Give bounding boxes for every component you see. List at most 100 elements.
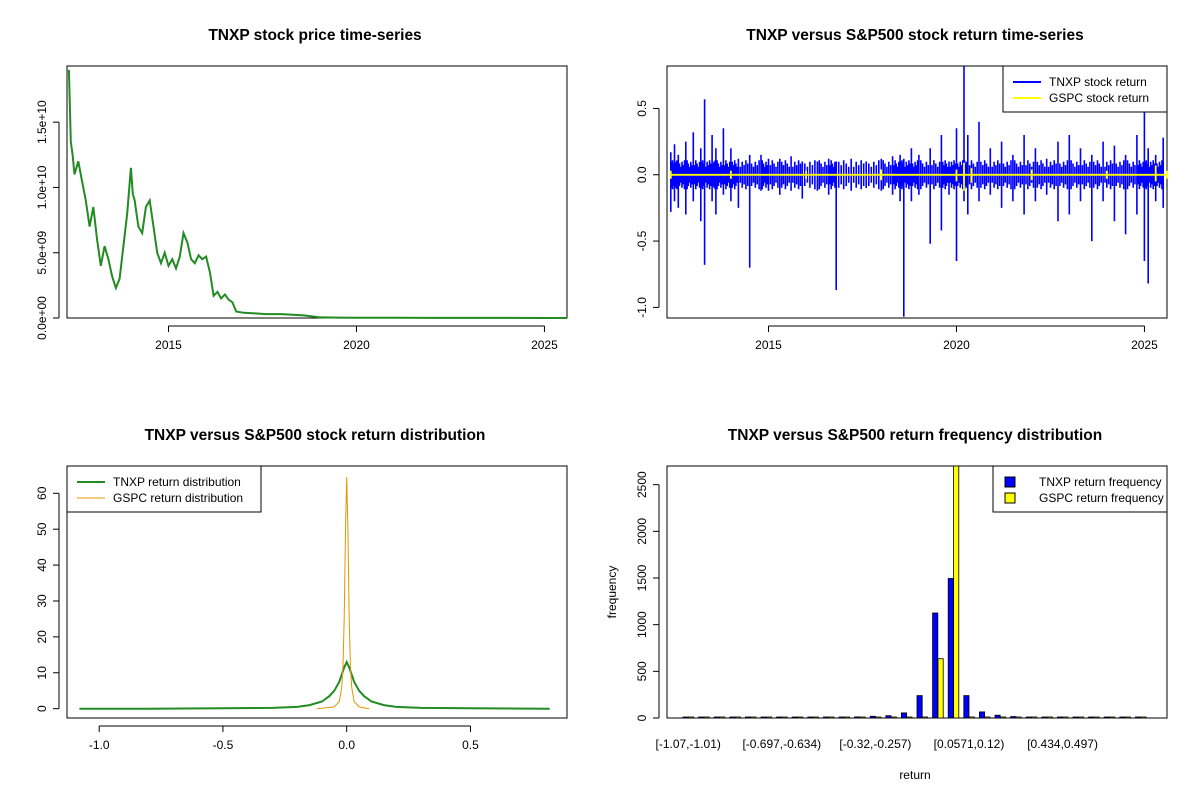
legend-label: TNXP return distribution [113,475,241,489]
gspc-frequency-bar [1031,716,1038,719]
tnxp-frequency-bar [1010,716,1017,719]
gspc-frequency-bar [968,716,975,719]
price-chart-panel: TNXP stock price time-series 2015 2020 2025… [35,27,568,352]
tnxp-frequency-bar [807,716,814,719]
gspc-frequency-bar [812,716,819,719]
x-tick-label: -1.0 [89,738,110,752]
return-timeseries-panel: TNXP versus S&P500 stock return time-ser… [635,27,1168,352]
tnxp-frequency-bar [854,716,861,719]
gspc-frequency-bar [953,465,960,719]
tnxp-frequency-bar [1025,716,1032,719]
chart-title: TNXP versus S&P500 return frequency dist… [728,427,1102,444]
x-tick-label: [-1.07,-1.01) [656,737,721,751]
y-tick-label: 60 [35,486,49,500]
legend-swatch [1004,476,1016,488]
x-tick-label: 0.5 [462,738,479,752]
price-series-line [67,69,567,319]
x-axis-label: return [899,768,930,782]
y-tick-label: 1.5e+10 [35,100,49,144]
y-tick-label: 500 [635,661,649,681]
tnxp-frequency-bar [698,716,705,719]
x-tick-label: [-0.32,-0.257) [839,737,911,751]
gspc-frequency-bar [906,716,913,719]
tnxp-frequency-bar [729,716,736,719]
tnxp-frequency-bar [901,712,908,719]
gspc-frequency-bar [719,716,726,719]
tnxp-frequency-bar [1072,716,1079,719]
legend-label: GSPC stock return [1049,91,1149,105]
y-tick-label: -0.5 [635,230,649,251]
gspc-frequency-bar [1093,716,1100,719]
x-tick-label: 2020 [943,338,970,352]
gspc-frequency-bar [875,716,882,719]
legend-box [992,465,1168,513]
y-tick-label: 10 [35,666,49,680]
tnxp-frequency-bar [1057,716,1064,719]
x-tick-label: [-0.697,-0.634) [742,737,821,751]
x-tick-label: [0.0571,0.12) [934,737,1005,751]
gspc-frequency-bar [766,716,773,719]
x-tick-label: 2015 [755,338,782,352]
tnxp-frequency-bar [1135,716,1142,719]
tnxp-frequency-bar [1119,716,1126,719]
tnxp-frequency-bar [1041,716,1048,719]
gspc-frequency-bar [1015,716,1022,719]
tnxp-frequency-bar [947,578,954,719]
y-tick-label: 2000 [635,518,649,545]
y-tick-label: 0 [35,705,49,712]
gspc-frequency-bar [1109,716,1116,719]
x-tick-label: 2025 [531,338,558,352]
gspc-frequency-bar [703,716,710,719]
tnxp-frequency-bar [760,716,767,719]
gspc-frequency-bar [1000,716,1007,719]
x-tick-label: 0.0 [338,738,355,752]
y-tick-label: -1.0 [635,297,649,318]
gspc-frequency-bar [734,716,741,719]
y-tick-label: 0 [635,714,649,721]
y-tick-label: 5.0e+09 [35,231,49,275]
tnxp-frequency-bar [1088,716,1095,719]
y-tick-label: 0.0 [635,166,649,183]
y-tick-label: 2500 [635,471,649,498]
tnxp-frequency-bar [745,716,752,719]
y-tick-label: 0.0e+00 [35,296,49,340]
gspc-frequency-bar [859,716,866,719]
legend-box [1002,65,1168,113]
legend-label: TNXP stock return [1049,75,1147,89]
gspc-frequency-bar [828,716,835,719]
tnxp-frequency-bar [994,714,1001,719]
gspc-frequency-bar [984,716,991,719]
y-tick-label: 1.0e+10 [35,165,49,209]
tnxp-frequency-bar [838,716,845,719]
tnxp-frequency-bar [932,612,939,719]
return-distribution-panel: TNXP versus S&P500 stock return distribu… [35,427,568,752]
x-tick-label: 2020 [343,338,370,352]
gspc-frequency-bar [922,716,929,719]
y-tick-label: 30 [35,594,49,608]
tnxp-frequency-bar [869,715,876,719]
tnxp-frequency-bar [776,716,783,719]
tnxp-frequency-bar [979,711,986,719]
tnxp-frequency-bar [682,716,689,719]
tnxp-density-line [79,659,550,710]
tnxp-frequency-bar [791,716,798,719]
y-axis-label: frequency [605,566,619,619]
chart-title: TNXP versus S&P500 stock return time-ser… [746,27,1083,44]
gspc-frequency-bar [1124,716,1131,719]
y-tick-label: 0.5 [635,100,649,117]
x-tick-label: 2025 [1131,338,1158,352]
gspc-frequency-bar [844,716,851,719]
plot-frame [666,65,1168,319]
tnxp-frequency-bar [916,695,923,719]
tnxp-frequency-bar [1103,716,1110,719]
x-tick-label: [0.434,0.497) [1027,737,1098,751]
y-tick-label: 1500 [635,564,649,591]
legend-box [66,465,262,513]
y-tick-label: 20 [35,630,49,644]
tnxp-frequency-bar [885,715,892,719]
gspc-frequency-bar [1140,716,1147,719]
gspc-frequency-bar [1078,716,1085,719]
tnxp-frequency-bar [713,716,720,719]
gspc-frequency-bar [937,658,944,719]
